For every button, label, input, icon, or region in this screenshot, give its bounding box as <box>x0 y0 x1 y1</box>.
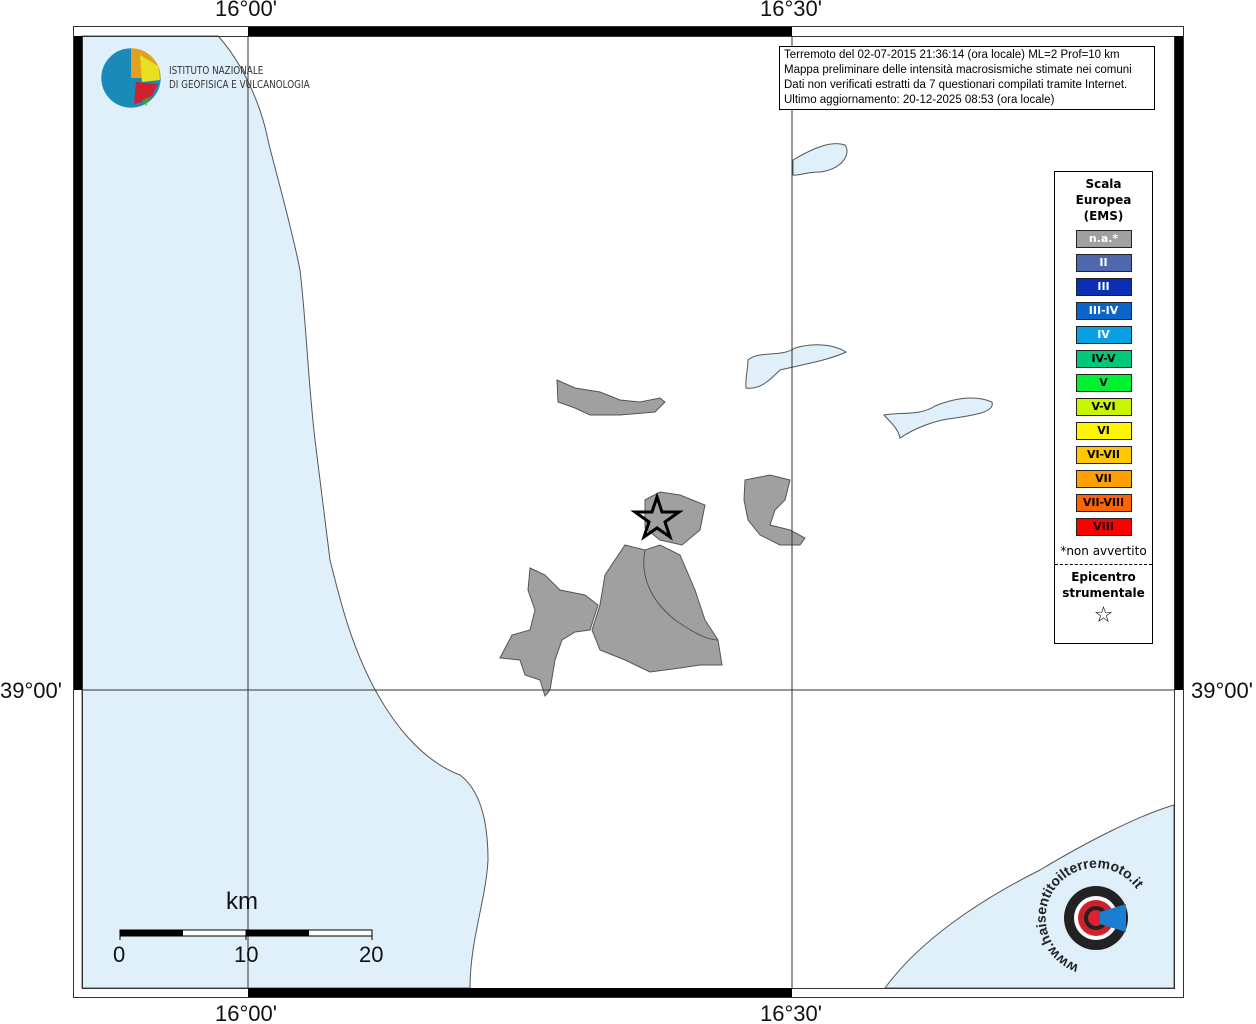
legend-swatch: II <box>1075 254 1132 272</box>
lake <box>745 344 848 389</box>
legend-title-line: (EMS) <box>1083 209 1124 223</box>
scale-tick-label: 10 <box>234 942 259 967</box>
bottom-label-16-00: 16°00' <box>215 1001 277 1024</box>
scale-bar <box>119 929 373 940</box>
legend-note: *non avvertito <box>1060 544 1147 558</box>
legend-swatch: VII <box>1075 470 1132 488</box>
ingv-logo-globe <box>100 47 162 109</box>
haisentito-logo <box>1064 886 1128 950</box>
lake <box>883 397 993 439</box>
scale-tick-label: 20 <box>359 942 384 967</box>
municipality-area <box>591 544 723 673</box>
top-label-16-00: 16°00' <box>215 0 277 21</box>
municipality-area <box>556 379 666 416</box>
legend-swatches: n.a.* II III III-IV IV IV-V V V-VI VI VI-VII VII VI… <box>1055 230 1152 536</box>
info-line2: Mappa preliminare delle intensità macros… <box>784 64 1132 76</box>
epicenter-star-icon <box>630 492 684 541</box>
legend-swatch: IV <box>1075 326 1132 344</box>
sea-west <box>81 35 489 989</box>
scale-unit: km <box>226 888 258 915</box>
legend-swatch: VI-VII <box>1075 446 1132 464</box>
logo-line2: DI GEOFISICA E VULCANOLOGIA <box>169 78 310 91</box>
info-box: Terremoto del 02-07-2015 21:36:14 (ora l… <box>779 46 1155 110</box>
legend-title: Scala Europea (EMS) <box>1055 176 1152 224</box>
legend-swatch: V <box>1075 374 1132 392</box>
sea-southeast <box>884 804 1175 989</box>
right-label-39-00: 39°00' <box>1191 678 1253 703</box>
epicenter-label-line: Epicentro <box>1071 570 1136 584</box>
municipality-area <box>644 491 706 546</box>
legend-swatch: V-VI <box>1075 398 1132 416</box>
legend-divider <box>1055 564 1152 565</box>
municipality-area <box>743 474 806 546</box>
epicenter-label-line: strumentale <box>1062 586 1145 600</box>
info-line3: Dati non verificati estratti da 7 questi… <box>784 79 1128 91</box>
legend-swatch: n.a.* <box>1075 230 1132 248</box>
legend-swatch: VI <box>1075 422 1132 440</box>
municipality-area <box>499 567 599 698</box>
top-label-16-30: 16°30' <box>760 0 822 21</box>
graticule <box>82 36 1174 988</box>
map-frame <box>73 26 1184 998</box>
info-line4: Ultimo aggiornamento: 20-12-2025 08:53 (… <box>784 94 1055 106</box>
legend-swatch: III-IV <box>1075 302 1132 320</box>
legend-swatch: VII-VIII <box>1075 494 1132 512</box>
legend-star-icon: ☆ <box>1093 603 1114 628</box>
legend-title-line: Scala <box>1085 177 1122 191</box>
info-line1: Terremoto del 02-07-2015 21:36:14 (ora l… <box>784 49 1120 61</box>
left-label-39-00: 39°00' <box>0 678 62 703</box>
legend-swatch: III <box>1075 278 1132 296</box>
scale-tick-label: 0 <box>113 942 126 967</box>
legend-epicenter-label: Epicentro strumentale <box>1055 569 1152 601</box>
legend: Scala Europea (EMS) n.a.* II III III-IV IV IV… <box>1054 171 1153 644</box>
logo-line1: ISTITUTO NAZIONALE <box>169 64 264 77</box>
bottom-label-16-30: 16°30' <box>760 1001 822 1024</box>
municipality-boundary <box>643 549 719 641</box>
legend-swatch: VIII <box>1075 518 1132 536</box>
ingv-logo-text: ISTITUTO NAZIONALE DI GEOFISICA E VULCAN… <box>169 64 310 92</box>
lake <box>792 143 848 176</box>
legend-swatch: IV-V <box>1075 350 1132 368</box>
legend-title-line: Europea <box>1075 193 1132 207</box>
